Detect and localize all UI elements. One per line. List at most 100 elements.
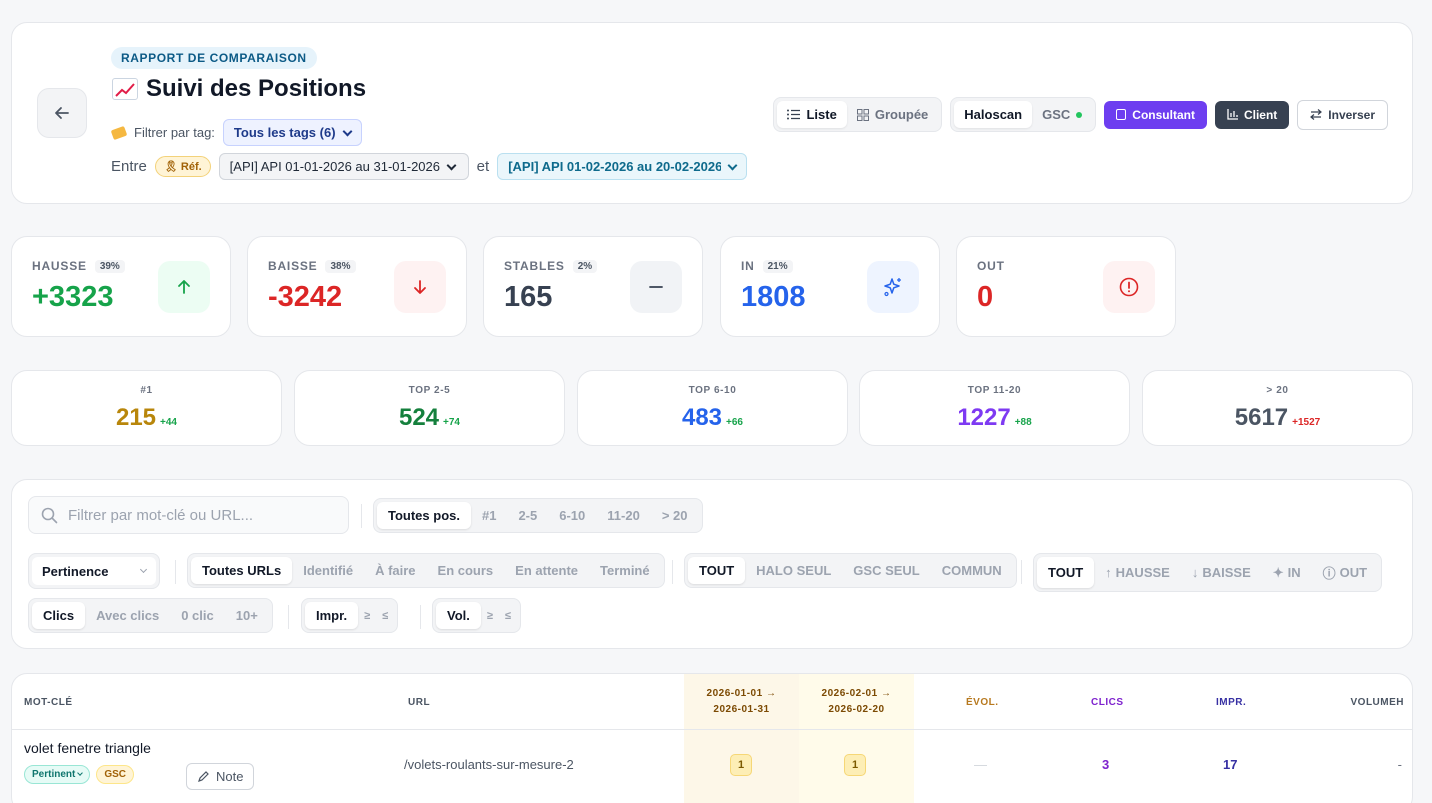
period-a-select[interactable]: [API] API 01-01-2026 au 31-01-2026: [218, 153, 469, 180]
position-bucket-card[interactable]: #1 215 +44: [11, 370, 282, 446]
sparkles-icon: ✦: [1272, 564, 1284, 580]
th-keyword[interactable]: MOT-CLÉ: [24, 697, 73, 708]
th-period-b[interactable]: 2026-02-01 → 2026-02-20: [799, 688, 914, 715]
clicks-filter-10plus[interactable]: 10+: [235, 608, 258, 623]
move-filter-in[interactable]: ✦ IN: [1262, 557, 1312, 588]
client-button[interactable]: Client: [1214, 100, 1290, 129]
chevron-down-icon: [139, 565, 148, 574]
move-filter-up-label: HAUSSE: [1115, 565, 1170, 580]
stat-card-baisse[interactable]: BAISSE 38% -3242: [247, 236, 467, 337]
period-row: Entre 🎗 Réf. [API] API 01-01-2026 au 31-…: [111, 153, 748, 180]
url-filter-todo[interactable]: À faire: [375, 563, 416, 578]
bucket-value: 524: [398, 404, 440, 431]
position-bucket-card[interactable]: > 20 5617 +1527: [1142, 370, 1413, 446]
stat-card-hausse[interactable]: HAUSSE 39% +3323: [11, 236, 231, 337]
tag-select-value: Tous les tags (6): [233, 125, 336, 140]
impr-filter-label[interactable]: Impr.: [305, 602, 359, 629]
impressions-filter: Impr. ≥ ≤: [301, 598, 399, 633]
position-bucket-card[interactable]: TOP 2-5 524 +74: [294, 370, 565, 446]
tag-select[interactable]: Tous les tags (6): [222, 119, 362, 146]
th-evolution[interactable]: ÉVOL.: [966, 697, 999, 708]
stat-card-out[interactable]: OUT 0: [956, 236, 1176, 337]
arrow-down-icon: [394, 261, 446, 313]
clicks-filter-zero[interactable]: 0 clic: [181, 608, 214, 623]
minus-icon: [630, 261, 682, 313]
pos-filter-6-10[interactable]: 6-10: [559, 508, 586, 523]
position-bucket-card[interactable]: TOP 11-20 1227 +88: [859, 370, 1130, 446]
stat-label: OUT: [977, 259, 1005, 273]
source-gsc-button[interactable]: GSC: [1032, 101, 1092, 128]
stat-percent: 2%: [572, 259, 598, 273]
move-filter-all[interactable]: TOUT: [1037, 557, 1095, 588]
th-clicks[interactable]: CLICS: [1091, 697, 1124, 708]
reference-badge-text: Réf.: [180, 161, 202, 173]
sort-select[interactable]: Pertinence: [28, 553, 160, 589]
tag-filter-row: Filtrer par tag: Tous les tags (6): [110, 119, 362, 146]
period-b-select[interactable]: [API] API 01-02-2026 au 20-02-2026: [497, 153, 748, 180]
stat-percent: 39%: [94, 259, 125, 273]
filters-card: Filtrer par mot-clé ou URL... Toutes pos…: [11, 479, 1413, 649]
row-volume: -: [1397, 757, 1402, 772]
url-filter-done[interactable]: Terminé: [600, 563, 650, 578]
view-list-button[interactable]: Liste: [777, 101, 847, 128]
stat-value: 0: [977, 281, 994, 313]
impr-filter-lte[interactable]: ≤: [382, 609, 389, 622]
stat-card-stables[interactable]: STABLES 2% 165: [483, 236, 703, 337]
search-input[interactable]: Filtrer par mot-clé ou URL...: [28, 496, 349, 534]
move-filter-down[interactable]: ↓ BAISSE: [1181, 557, 1262, 588]
pos-filter-all[interactable]: Toutes pos.: [377, 502, 471, 529]
clicks-filter-label[interactable]: Clics: [32, 602, 86, 629]
source-filter-all[interactable]: TOUT: [688, 557, 746, 584]
bucket-delta: +66: [726, 417, 743, 428]
consultant-button[interactable]: Consultant: [1104, 100, 1207, 129]
search-placeholder: Filtrer par mot-clé ou URL...: [68, 506, 254, 524]
th-volume[interactable]: VOLUMEH: [1350, 697, 1404, 708]
relevance-tag-label: Pertinent: [32, 769, 76, 780]
stat-percent: 38%: [325, 259, 356, 273]
relevance-tag[interactable]: Pertinent: [24, 765, 91, 784]
vol-filter-lte[interactable]: ≤: [504, 609, 511, 622]
move-filter-out[interactable]: ⓘ OUT: [1312, 557, 1378, 588]
bucket-label: > 20: [1266, 385, 1289, 396]
source-filter-halo-only[interactable]: HALO SEUL: [756, 563, 832, 578]
bucket-value-row: 483 +66: [578, 404, 847, 432]
source-haloscan-button[interactable]: Haloscan: [954, 101, 1033, 128]
move-filter-up[interactable]: ↑ HAUSSE: [1094, 557, 1181, 588]
url-filter-waiting[interactable]: En attente: [515, 563, 578, 578]
source-filter-common[interactable]: COMMUN: [941, 563, 1002, 578]
period-a-column-bg: [684, 674, 799, 803]
source-filter-gsc-only[interactable]: GSC SEUL: [853, 563, 920, 578]
th-period-b-line1: 2026-02-01 →: [821, 688, 892, 699]
url-filter-all[interactable]: Toutes URLs: [191, 557, 293, 584]
invert-button[interactable]: Inverser: [1297, 99, 1388, 130]
th-url[interactable]: URL: [408, 697, 431, 708]
divider: [288, 605, 289, 629]
stat-label-text: OUT: [977, 259, 1005, 273]
pos-filter-11-20[interactable]: 11-20: [607, 508, 640, 523]
vol-filter-gte[interactable]: ≥: [486, 609, 493, 622]
move-filter-in-label: IN: [1287, 565, 1301, 580]
row-url[interactable]: /volets-roulants-sur-mesure-2: [404, 757, 574, 772]
clicks-filter-with[interactable]: Avec clics: [96, 608, 160, 623]
arrow-left-icon: [55, 107, 69, 119]
view-grouped-button[interactable]: Groupée: [847, 101, 938, 128]
note-button[interactable]: Note: [186, 763, 255, 790]
th-period-a[interactable]: 2026-01-01 → 2026-01-31: [684, 688, 799, 715]
vol-filter-label[interactable]: Vol.: [436, 602, 481, 629]
pos-filter-1[interactable]: #1: [481, 508, 497, 523]
url-filter-in-progress[interactable]: En cours: [437, 563, 494, 578]
stat-label: HAUSSE 39%: [32, 259, 125, 273]
pos-filter-2-5[interactable]: 2-5: [518, 508, 538, 523]
stat-value: +3323: [32, 281, 114, 313]
volume-filter: Vol. ≥ ≤: [432, 598, 521, 633]
position-bucket-card[interactable]: TOP 6-10 483 +66: [577, 370, 848, 446]
stat-card-in[interactable]: IN 21% 1808: [720, 236, 940, 337]
pos-filter-20-plus[interactable]: > 20: [661, 508, 688, 523]
bar-chart-icon: [1227, 109, 1238, 120]
impr-filter-gte[interactable]: ≥: [364, 609, 371, 622]
movement-filter: TOUT ↑ HAUSSE ↓ BAISSE ✦ IN ⓘ OUT: [1033, 553, 1383, 592]
back-button[interactable]: [37, 88, 87, 138]
url-filter-identified[interactable]: Identifié: [303, 563, 354, 578]
th-impressions[interactable]: IMPR.: [1216, 697, 1247, 708]
alert-circle-icon: ⓘ: [1322, 566, 1336, 581]
